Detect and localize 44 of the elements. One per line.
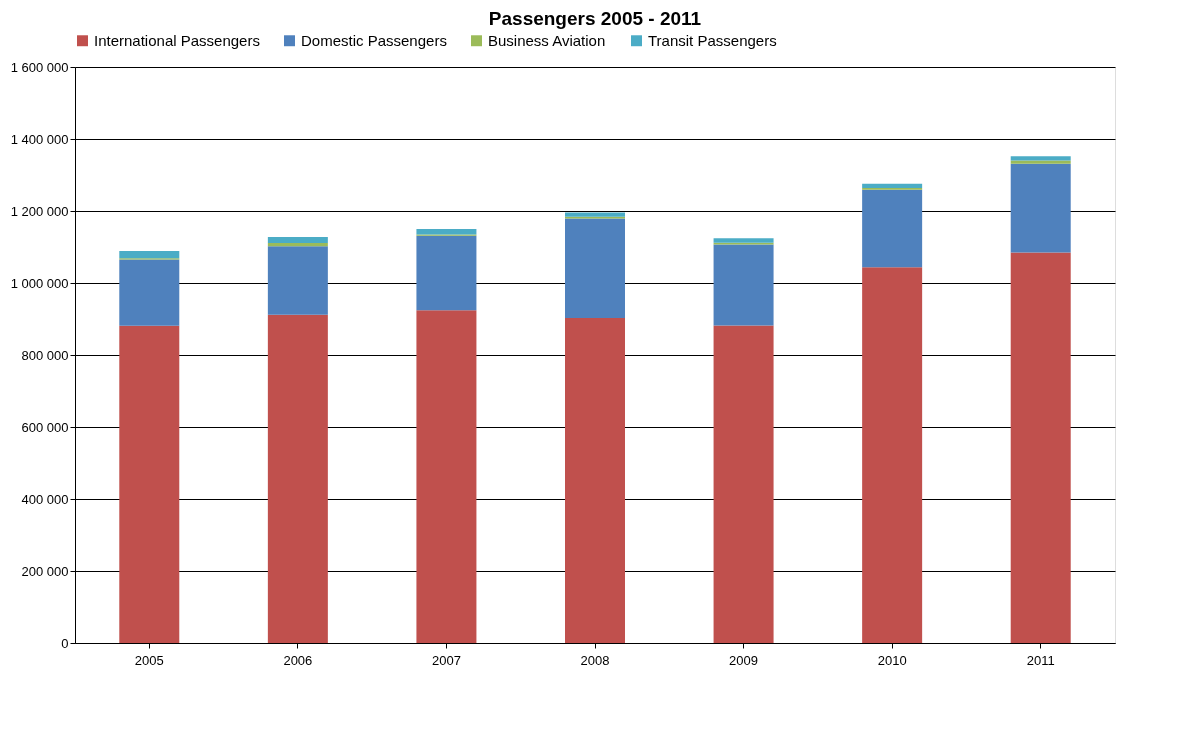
bar xyxy=(119,259,180,326)
legend-label: Domestic Passengers xyxy=(301,31,447,49)
bar xyxy=(119,325,180,643)
bar xyxy=(1010,252,1071,643)
legend-label: Transit Passengers xyxy=(648,31,777,49)
bar xyxy=(1010,163,1071,253)
y-tick-label: 1 200 000 xyxy=(10,203,69,219)
bar xyxy=(862,183,923,188)
legend-label: Business Aviation xyxy=(488,31,606,49)
x-tick-label: 2007 xyxy=(431,652,461,668)
x-tick-label: 2009 xyxy=(729,652,759,668)
bar xyxy=(713,238,774,243)
y-tick-label: 1 000 000 xyxy=(10,275,69,291)
y-tick-label: 800 000 xyxy=(21,347,69,363)
y-tick-label: 1 400 000 xyxy=(10,131,69,147)
legend-label: International Passengers xyxy=(94,31,260,49)
bar xyxy=(267,236,328,244)
bar xyxy=(119,250,180,259)
bar xyxy=(267,246,328,315)
bar xyxy=(862,189,923,268)
x-tick-label: 2010 xyxy=(877,652,907,668)
x-tick-label: 2011 xyxy=(1026,652,1055,668)
x-tick-label: 2008 xyxy=(580,652,610,668)
bar xyxy=(267,243,328,247)
bar xyxy=(713,244,774,326)
bar xyxy=(1010,156,1071,161)
bar xyxy=(1010,160,1071,164)
y-tick-label: 1 600 000 xyxy=(10,59,69,75)
y-tick-label: 600 000 xyxy=(21,419,69,435)
x-tick-label: 2006 xyxy=(283,652,313,668)
bar xyxy=(416,310,477,643)
bar xyxy=(416,229,477,235)
bar xyxy=(565,317,625,643)
x-tick-label: 2005 xyxy=(134,652,164,668)
bar xyxy=(565,218,625,318)
bar xyxy=(713,325,774,643)
bar xyxy=(565,212,625,217)
bar xyxy=(267,314,328,643)
y-tick-label: 0 xyxy=(61,635,69,651)
y-tick-label: 200 000 xyxy=(21,563,69,579)
bar xyxy=(416,235,477,311)
chart-title: Passengers 2005 - 2011 xyxy=(488,8,702,29)
bar xyxy=(862,267,923,643)
y-tick-label: 400 000 xyxy=(21,491,69,507)
